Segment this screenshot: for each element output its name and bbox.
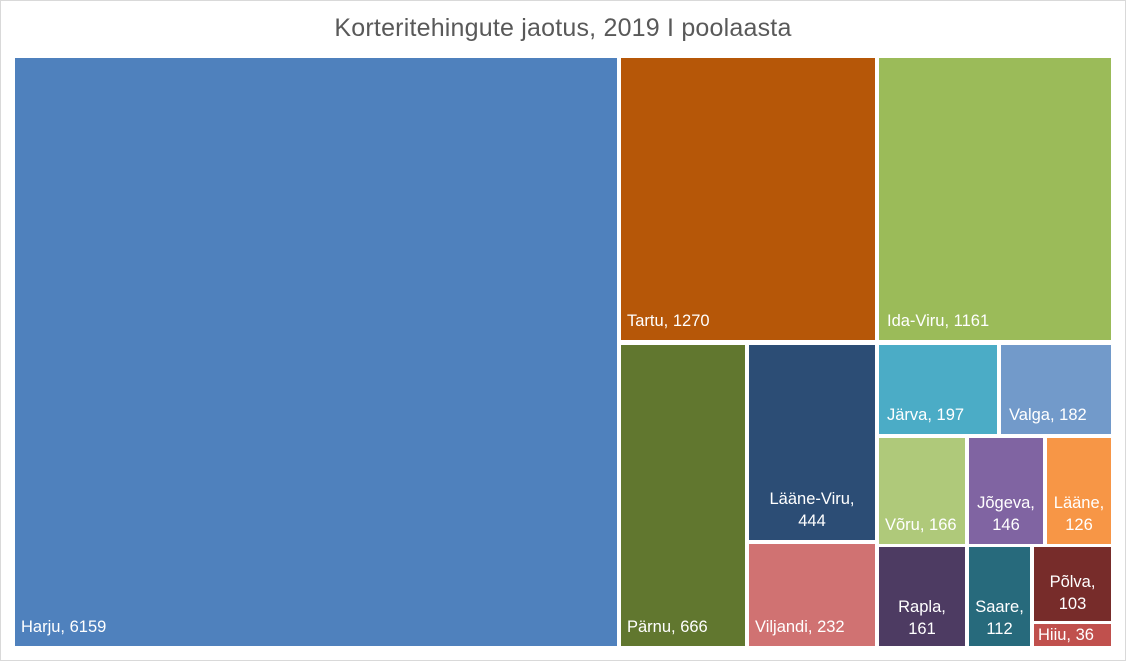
treemap-rect-polva: Põlva, 103 bbox=[1034, 547, 1111, 621]
treemap-label-harju: Harju, 6159 bbox=[21, 616, 106, 638]
treemap-label-line: Viljandi, 232 bbox=[755, 618, 845, 636]
chart-title: Korteritehingute jaotus, 2019 I poolaast… bbox=[334, 14, 792, 42]
treemap-label-line: Harju, 6159 bbox=[21, 618, 107, 636]
treemap-label-tartu: Tartu, 1270 bbox=[627, 310, 710, 332]
treemap-label-ida-viru: Ida-Viru, 1161 bbox=[887, 310, 989, 332]
treemap-rect-harju: Harju, 6159 bbox=[15, 58, 617, 646]
treemap-rect-jogeva: Jõgeva, 146 bbox=[969, 438, 1043, 544]
treemap-label-voru: Võru, 166 bbox=[885, 514, 957, 536]
treemap-label-line: Järva, 197 bbox=[887, 406, 965, 424]
treemap-label-line: Lääne, bbox=[1053, 494, 1105, 512]
treemap-label-jogeva: Jõgeva, 146 bbox=[969, 492, 1043, 536]
treemap-label-line: 112 bbox=[986, 620, 1013, 638]
treemap-rect-jarva: Järva, 197 bbox=[879, 345, 997, 434]
treemap-rect-valga: Valga, 182 bbox=[1001, 345, 1111, 434]
treemap-label-laane: Lääne, 126 bbox=[1047, 492, 1111, 536]
treemap-label-saare: Saare, 112 bbox=[969, 596, 1030, 640]
treemap-rect-voru: Võru, 166 bbox=[879, 438, 965, 544]
treemap-label-line: Lääne-Viru, bbox=[769, 490, 855, 508]
treemap-label-line: Jõgeva, bbox=[977, 494, 1035, 512]
treemap-label-line: 444 bbox=[798, 512, 826, 530]
treemap-rect-rapla: Rapla, 161 bbox=[879, 547, 965, 646]
treemap-label-line: Põlva, bbox=[1049, 573, 1096, 591]
treemap-label-line: 103 bbox=[1058, 595, 1087, 613]
treemap-label-line: Rapla, bbox=[898, 598, 946, 616]
treemap-label-line: 146 bbox=[992, 516, 1020, 534]
treemap-label-parnu: Pärnu, 666 bbox=[627, 616, 708, 638]
treemap-label-line: 126 bbox=[1065, 516, 1093, 534]
treemap-label-line: Valga, 182 bbox=[1009, 406, 1087, 424]
treemap-rect-tartu: Tartu, 1270 bbox=[621, 58, 875, 340]
treemap-label-line: Võru, 166 bbox=[885, 516, 957, 534]
treemap-label-line: Tartu, 1270 bbox=[627, 312, 710, 330]
treemap-label-line: Ida-Viru, 1161 bbox=[887, 312, 990, 330]
treemap-rect-laane-viru: Lääne-Viru, 444 bbox=[749, 345, 875, 540]
treemap-label-viljandi: Viljandi, 232 bbox=[755, 616, 845, 638]
treemap-label-laane-viru: Lääne-Viru, 444 bbox=[749, 488, 875, 532]
treemap-rect-viljandi: Viljandi, 232 bbox=[749, 544, 875, 646]
treemap-rect-hiiu: Hiiu, 36 bbox=[1034, 624, 1111, 646]
treemap-label-line: Saare, bbox=[975, 598, 1024, 616]
treemap-rect-ida-viru: Ida-Viru, 1161 bbox=[879, 58, 1111, 340]
treemap-label-hiiu: Hiiu, 36 bbox=[1038, 624, 1094, 646]
treemap-rect-laane: Lääne, 126 bbox=[1047, 438, 1111, 544]
treemap-label-line: Pärnu, 666 bbox=[627, 618, 708, 636]
treemap-label-valga: Valga, 182 bbox=[1009, 404, 1087, 426]
treemap-rect-saare: Saare, 112 bbox=[969, 547, 1030, 646]
treemap-label-jarva: Järva, 197 bbox=[887, 404, 964, 426]
treemap-rect-parnu: Pärnu, 666 bbox=[621, 345, 745, 646]
treemap-label-polva: Põlva, 103 bbox=[1034, 571, 1111, 615]
treemap-label-line: Hiiu, 36 bbox=[1038, 626, 1094, 644]
treemap-label-line: 161 bbox=[908, 620, 936, 638]
treemap-label-rapla: Rapla, 161 bbox=[879, 596, 965, 640]
